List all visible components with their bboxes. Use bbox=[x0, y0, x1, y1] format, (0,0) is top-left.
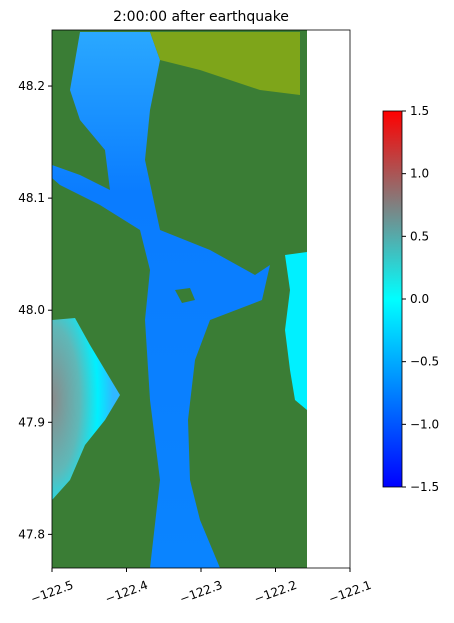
island bbox=[175, 288, 195, 303]
x-tick-label: −122.3 bbox=[178, 578, 225, 606]
colorbar-tick-label: 1.5 bbox=[410, 104, 429, 118]
shallows bbox=[95, 32, 300, 95]
x-tick-label: −122.2 bbox=[252, 578, 299, 606]
colorbar bbox=[382, 110, 403, 488]
y-tick-label: 48.2 bbox=[18, 79, 45, 93]
colorbar-tick-label: 1.0 bbox=[410, 167, 429, 181]
colorbar-tick-label: 0.0 bbox=[410, 292, 429, 306]
colorbar-tick-label: −0.5 bbox=[410, 355, 439, 369]
y-tick-label: 48.1 bbox=[18, 191, 45, 205]
colorbar-tick-label: −1.0 bbox=[410, 417, 439, 431]
chart-title: 2:00:00 after earthquake bbox=[113, 9, 289, 25]
water-wave bbox=[52, 318, 120, 500]
y-tick-label: 48.0 bbox=[18, 303, 45, 317]
colorbar-tick-label: −1.5 bbox=[410, 480, 439, 494]
y-tick-label: 47.9 bbox=[18, 415, 45, 429]
x-tick-label: −122.1 bbox=[327, 578, 374, 606]
colorbar-tick-label: 0.5 bbox=[410, 229, 429, 243]
x-tick-label: −122.5 bbox=[29, 578, 76, 606]
lagoon bbox=[285, 252, 307, 410]
y-tick-label: 47.8 bbox=[18, 527, 45, 541]
map bbox=[52, 30, 307, 568]
water bbox=[52, 32, 270, 568]
x-tick-label: −122.4 bbox=[103, 578, 150, 606]
